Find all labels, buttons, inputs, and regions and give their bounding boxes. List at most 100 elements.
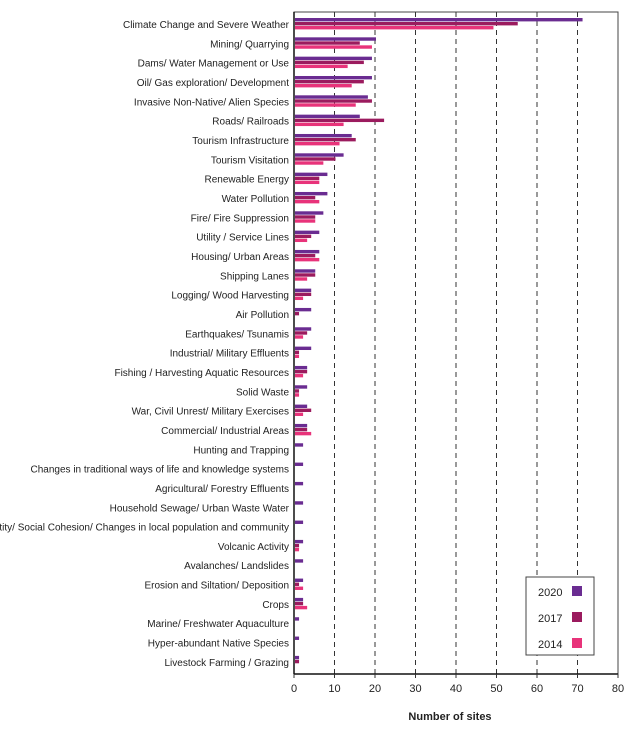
- category-label: War, Civil Unrest/ Military Exercises: [132, 407, 289, 418]
- bar-2017: [295, 157, 336, 161]
- category-label: Water Pollution: [222, 194, 289, 205]
- bar-2014: [295, 26, 494, 30]
- bar-2017: [295, 331, 308, 335]
- bar-2020: [295, 636, 300, 640]
- category-label: Solid Waste: [236, 387, 289, 398]
- bar-2020: [295, 191, 328, 196]
- category-label: Identity/ Social Cohesion/ Changes in lo…: [0, 523, 289, 534]
- bar-2020: [295, 249, 320, 254]
- legend-swatch: [572, 586, 582, 596]
- x-tick-label: 60: [531, 683, 543, 695]
- bar-2017: [295, 195, 316, 200]
- bar-2020: [295, 578, 304, 582]
- bar-2014: [295, 547, 300, 552]
- bar-2020: [295, 18, 583, 22]
- category-label: Air Pollution: [236, 310, 289, 321]
- category-label: Livestock Farming / Grazing: [165, 658, 290, 669]
- x-tick-label: 20: [369, 683, 381, 695]
- bar-2014: [295, 103, 356, 107]
- bar-2017: [295, 253, 316, 258]
- bar-2020: [295, 481, 304, 486]
- bar-2020: [295, 327, 312, 331]
- legend: 2020 2017 2014: [525, 576, 595, 656]
- bar-2014: [295, 141, 340, 146]
- category-label: Climate Change and Severe Weather: [123, 20, 290, 31]
- bar-2017: [295, 79, 364, 84]
- category-label: Invasive Non-Native/ Alien Species: [134, 97, 289, 108]
- bar-2020: [295, 95, 368, 99]
- x-axis-label: Number of sites: [408, 711, 491, 723]
- bar-2017: [295, 408, 312, 412]
- bar-2020: [295, 307, 312, 312]
- bar-2020: [295, 288, 312, 293]
- bar-2014: [295, 586, 304, 590]
- bar-2017: [295, 99, 372, 103]
- bar-2020: [295, 404, 308, 408]
- category-label: Hyper-abundant Native Species: [148, 639, 289, 650]
- category-label: Fishing / Harvesting Aquatic Resources: [114, 368, 289, 379]
- x-tick-label: 10: [328, 683, 340, 695]
- bar-2017: [295, 273, 316, 277]
- bar-2020: [295, 37, 376, 41]
- bar-2020: [295, 230, 320, 235]
- bar-2017: [295, 137, 356, 142]
- bar-2020: [295, 172, 328, 177]
- bar-2020: [295, 56, 372, 61]
- category-label: Housing/ Urban Areas: [191, 252, 289, 263]
- x-tick-label: 40: [450, 683, 462, 695]
- bar-2017: [295, 234, 312, 239]
- bar-2020: [295, 462, 304, 466]
- bar-2014: [295, 180, 320, 185]
- bar-2020: [295, 423, 308, 428]
- category-label: Agricultural/ Forestry Effluents: [155, 484, 289, 495]
- category-label: Tourism Infrastructure: [192, 136, 289, 147]
- bar-2014: [295, 277, 308, 281]
- bar-2017: [295, 176, 320, 181]
- category-label: Industrial/ Military Effluents: [170, 349, 289, 360]
- bar-2014: [295, 373, 304, 378]
- category-label: Marine/ Freshwater Aquaculture: [147, 619, 289, 630]
- bar-2020: [295, 211, 324, 215]
- bar-2017: [295, 311, 300, 316]
- bar-2020: [295, 501, 304, 505]
- category-label: Avalanches/ Landslides: [184, 561, 289, 572]
- x-tick-label: 30: [409, 683, 421, 695]
- bar-2017: [295, 350, 300, 355]
- x-tick-label: 70: [571, 683, 583, 695]
- bar-2014: [295, 354, 300, 359]
- bar-2014: [295, 219, 316, 223]
- category-label: Mining/ Quarrying: [210, 39, 289, 50]
- category-label: Earthquakes/ Tsunamis: [185, 329, 289, 340]
- bar-2014: [295, 45, 372, 49]
- x-tick-label: 50: [490, 683, 502, 695]
- bar-2020: [295, 114, 360, 119]
- bar-2014: [295, 199, 320, 204]
- category-label: Tourism Visitation: [211, 155, 289, 166]
- category-label: Volcanic Activity: [218, 542, 289, 553]
- bar-2014: [295, 83, 352, 88]
- bar-2017: [295, 22, 518, 26]
- x-tick-label: 0: [291, 683, 297, 695]
- bar-2017: [295, 543, 300, 548]
- legend-label: 2020: [538, 587, 562, 599]
- bar-2020: [295, 655, 300, 660]
- category-label: Renewable Energy: [205, 175, 290, 186]
- bar-2020: [295, 153, 344, 157]
- bar-2014: [295, 161, 324, 165]
- category-label: Fire/ Fire Suppression: [191, 213, 289, 224]
- category-label: Dams/ Water Management or Use: [138, 59, 290, 70]
- category-label: Hunting and Trapping: [193, 445, 289, 456]
- bar-2014: [295, 335, 304, 339]
- bar-2020: [295, 365, 308, 370]
- bar-2020: [295, 520, 304, 524]
- bar-2017: [295, 582, 300, 586]
- bar-2017: [295, 292, 312, 297]
- category-label: Household Sewage/ Urban Waste Water: [110, 503, 290, 514]
- bar-2020: [295, 269, 316, 273]
- bar-2020: [295, 539, 304, 544]
- bar-2014: [295, 122, 344, 127]
- x-tick-label: 80: [612, 683, 624, 695]
- category-label: Commercial/ Industrial Areas: [161, 426, 289, 437]
- category-label: Shipping Lanes: [220, 271, 289, 282]
